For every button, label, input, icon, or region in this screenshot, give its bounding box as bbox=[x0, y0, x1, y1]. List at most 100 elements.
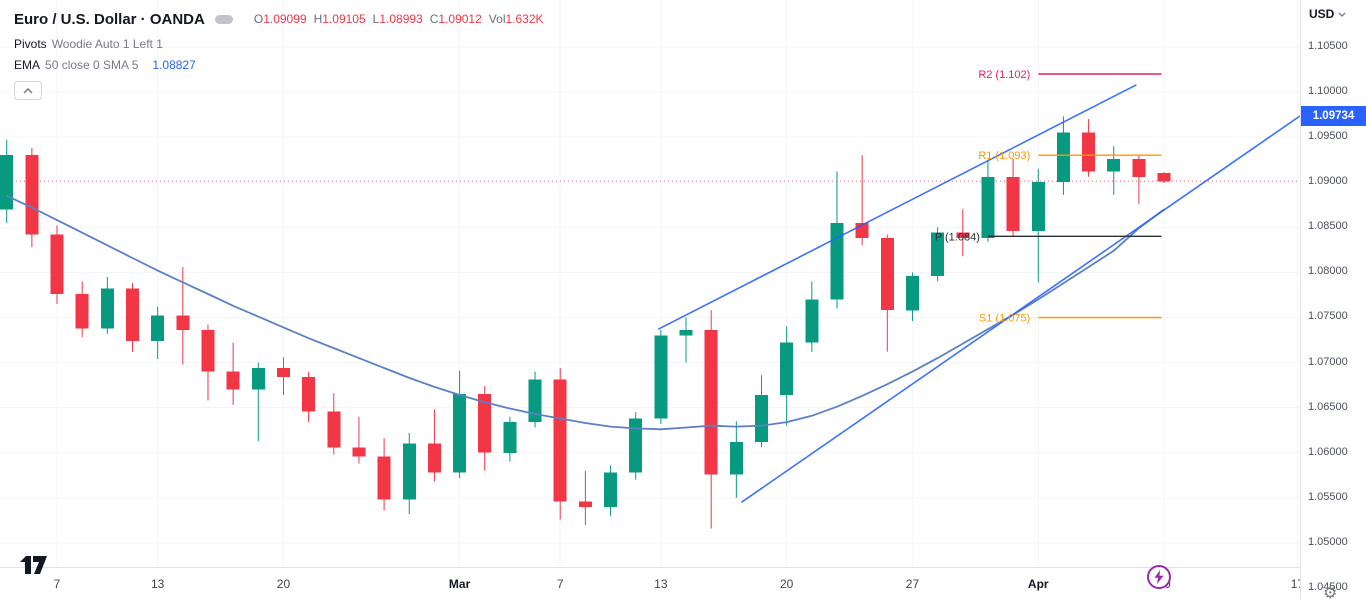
candle-up bbox=[453, 394, 467, 473]
time-axis[interactable]: 71320Mar7132027Apr1017 bbox=[0, 567, 1300, 600]
pivot-label-r1: R1 (1.093) bbox=[978, 150, 1030, 162]
trendline[interactable] bbox=[657, 84, 1137, 330]
candle-up bbox=[402, 443, 416, 500]
currency-selector[interactable]: USD bbox=[1309, 7, 1346, 21]
ema-line[interactable] bbox=[6, 194, 1165, 431]
lightning-bolt-glyph bbox=[1154, 570, 1164, 584]
candle-up bbox=[1107, 158, 1121, 172]
price-tick-label: 1.09500 bbox=[1308, 130, 1348, 143]
pivots-indicator-name: Pivots bbox=[14, 37, 47, 51]
time-tick-label: 27 bbox=[905, 577, 920, 591]
low-label: L bbox=[372, 12, 380, 26]
ohlc-readout: O 1.09099 H 1.09105 L 1.08993 C 1.09012 … bbox=[247, 12, 544, 26]
indicator-pivots[interactable]: Pivots Woodie Auto 1 Left 1 bbox=[14, 37, 544, 51]
ema-indicator-value: 1.08827 bbox=[152, 58, 196, 72]
candle-down bbox=[1132, 158, 1146, 177]
indicator-ema[interactable]: EMA 50 close 0 SMA 5 1.08827 bbox=[14, 58, 544, 72]
candle-down bbox=[126, 288, 139, 341]
settings-gear-icon[interactable]: ⚙ bbox=[1323, 585, 1338, 600]
price-tick-label: 1.06000 bbox=[1308, 445, 1348, 458]
candle-up bbox=[1031, 182, 1045, 231]
symbol-marker-icon[interactable] bbox=[214, 14, 233, 24]
candle-up bbox=[604, 472, 617, 507]
candle-up bbox=[981, 176, 995, 239]
close-label: C bbox=[429, 12, 439, 26]
high-value: 1.09105 bbox=[322, 12, 366, 26]
price-tick-label: 1.07500 bbox=[1308, 310, 1348, 323]
time-tick-label: 20 bbox=[779, 577, 794, 591]
candle-up bbox=[1056, 132, 1070, 183]
pivot-label-r2: R2 (1.102) bbox=[978, 69, 1030, 81]
candle-down bbox=[377, 456, 391, 500]
chevron-up-icon bbox=[23, 87, 33, 94]
price-tick-label: 1.10000 bbox=[1308, 85, 1348, 98]
candle-up bbox=[830, 222, 844, 300]
candle-down bbox=[201, 330, 215, 372]
currency-label: USD bbox=[1309, 7, 1335, 21]
ema-indicator-name: EMA bbox=[14, 58, 41, 72]
price-tick-label: 1.04500 bbox=[1308, 580, 1348, 593]
candle-down bbox=[956, 232, 970, 239]
price-tick-label: 1.10500 bbox=[1308, 39, 1348, 52]
candle-down bbox=[704, 330, 718, 475]
candle-down bbox=[553, 379, 567, 502]
candle-down bbox=[75, 294, 89, 329]
candle-up bbox=[906, 276, 919, 311]
volume-value: 1.632K bbox=[505, 12, 544, 26]
legend-symbol-row: Euro / U.S. Dollar · OANDA O 1.09099 H 1… bbox=[14, 8, 544, 30]
time-tick-label: 13 bbox=[654, 577, 668, 591]
chart-plot-area[interactable]: R2 (1.102) R1 (1.093) P (1.084) S1 (1.075) bbox=[0, 0, 1300, 568]
candle-down bbox=[478, 394, 492, 453]
candle-up bbox=[251, 368, 265, 390]
candle-down bbox=[226, 371, 240, 390]
time-tick-label: 13 bbox=[150, 577, 165, 591]
candle-up bbox=[805, 299, 819, 343]
pivot-label-p: P (1.084) bbox=[935, 231, 980, 243]
price-tick-label: 1.06500 bbox=[1308, 400, 1348, 413]
symbol-title[interactable]: Euro / U.S. Dollar · OANDA bbox=[14, 10, 205, 28]
candle-down bbox=[578, 501, 592, 507]
candle-up bbox=[629, 418, 643, 473]
time-tick-label: 7 bbox=[556, 577, 564, 591]
legend-collapse-button[interactable] bbox=[14, 81, 42, 100]
candle-up bbox=[679, 330, 693, 336]
candle-down bbox=[50, 234, 64, 294]
candle-down bbox=[25, 155, 39, 235]
tradingview-logo[interactable] bbox=[20, 556, 48, 579]
time-tick-label: 7 bbox=[53, 577, 61, 591]
lightning-icon[interactable] bbox=[1147, 565, 1171, 589]
price-tick-label: 1.07000 bbox=[1308, 355, 1348, 368]
candle-up bbox=[729, 441, 743, 475]
candle-down bbox=[327, 411, 341, 448]
price-axis[interactable]: USD 1.09734 1.10500 1.10000 1.09500 1.09000… bbox=[1300, 0, 1366, 600]
legend: Euro / U.S. Dollar · OANDA O 1.09099 H 1… bbox=[14, 8, 544, 100]
candle-down bbox=[176, 315, 190, 331]
candle-down bbox=[1157, 173, 1171, 182]
trendline[interactable] bbox=[740, 115, 1300, 503]
close-value: 1.09012 bbox=[438, 12, 482, 26]
price-tick-label: 1.05000 bbox=[1308, 535, 1348, 548]
chevron-down-icon bbox=[1338, 12, 1346, 17]
trendline-price-tag: 1.09734 bbox=[1301, 106, 1366, 127]
price-tick-label: 1.08000 bbox=[1308, 265, 1348, 278]
open-label: O bbox=[253, 12, 264, 26]
candle-down bbox=[277, 368, 290, 377]
candle-up bbox=[528, 379, 542, 423]
candle-up bbox=[780, 342, 794, 395]
time-tick-label: 17 bbox=[1290, 577, 1300, 591]
candle-down bbox=[302, 377, 316, 412]
candle-down bbox=[1082, 132, 1096, 172]
price-tick-label: 1.08500 bbox=[1308, 220, 1348, 233]
time-tick-label: Mar bbox=[448, 577, 471, 591]
candle-up bbox=[151, 315, 165, 341]
candle-up bbox=[100, 288, 114, 329]
price-tick-label: 1.09000 bbox=[1308, 175, 1348, 188]
candle-up bbox=[755, 395, 768, 442]
price-tick-label: 1.05500 bbox=[1308, 490, 1348, 503]
candle-down bbox=[880, 238, 894, 311]
open-value: 1.09099 bbox=[263, 12, 307, 26]
candle-down bbox=[352, 447, 366, 457]
ema-indicator-params: 50 close 0 SMA 5 bbox=[45, 58, 139, 72]
candle-up bbox=[931, 232, 945, 276]
candlestick-chart[interactable]: R2 (1.102) R1 (1.093) P (1.084) S1 (1.075) bbox=[0, 0, 1300, 568]
